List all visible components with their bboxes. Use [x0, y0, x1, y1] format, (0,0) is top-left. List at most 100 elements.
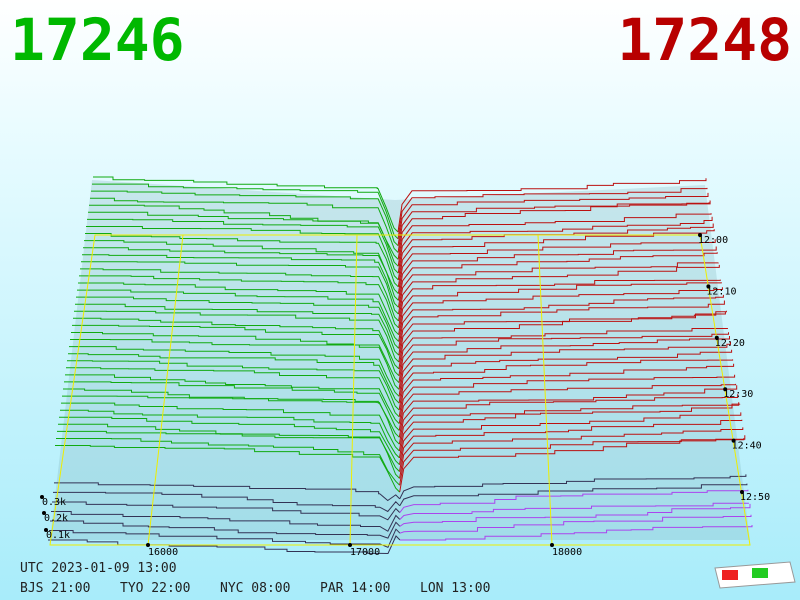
price-grid — [537, 234, 553, 546]
clock: BJS 21:00 — [20, 581, 90, 596]
ask-depth-line — [397, 213, 712, 267]
ask-depth-line — [398, 294, 724, 349]
ask-depth-line — [399, 503, 751, 527]
bid-depth-line — [77, 289, 400, 342]
ask-depth-line — [397, 187, 708, 239]
clock: TYO 22:00 — [120, 581, 190, 596]
ask-depth-line — [397, 192, 709, 246]
ask-depth-line — [398, 328, 728, 376]
bid-depth-line — [89, 204, 399, 260]
price-grid — [349, 234, 358, 546]
price-label: 17000 — [350, 547, 380, 558]
bid-depth-line — [73, 317, 400, 370]
ask-depth-line — [398, 264, 720, 322]
clock: PAR 14:00 — [320, 581, 390, 596]
bid-depth-line — [74, 310, 400, 363]
ask-depth-line — [397, 252, 718, 308]
ask-depth-line — [399, 474, 747, 500]
price-label: 16000 — [148, 547, 178, 558]
bid-price: 17246 — [10, 6, 185, 74]
ask-depth-line — [398, 282, 722, 335]
bid-depth-line — [54, 482, 401, 502]
ask-depth-line — [398, 262, 719, 315]
ask-depth-line — [398, 394, 739, 445]
ask-depth-line — [398, 341, 731, 397]
ask-depth-line — [399, 514, 752, 534]
ask-depth-line — [398, 300, 725, 356]
tick-dot — [714, 335, 719, 340]
bid-depth-line — [85, 233, 399, 288]
bid-depth-line — [80, 268, 399, 322]
ask-depth-line — [398, 383, 737, 431]
ask-depth-line — [398, 279, 721, 328]
bid-depth-line — [53, 491, 401, 513]
tick-dot — [740, 490, 744, 494]
bid-depth-line — [72, 324, 400, 377]
time-label: 12:50 — [740, 492, 770, 503]
bid-depth-line — [91, 190, 399, 247]
bid-depth-line — [63, 388, 400, 438]
bid-depth-line — [81, 261, 399, 315]
bid-depth-line — [76, 296, 400, 349]
bid-depth-line — [88, 211, 399, 267]
bid-depth-line — [78, 282, 400, 336]
bid-depth-line — [66, 367, 400, 418]
bid-depth-line — [68, 353, 400, 404]
tick-dot — [42, 511, 46, 515]
ask-depth-line — [398, 402, 740, 452]
ask-depth-line — [397, 216, 713, 274]
ask-depth-line — [398, 363, 735, 417]
bid-depth-line — [87, 218, 399, 274]
tick-dot — [731, 438, 736, 443]
time-label: 12:30 — [723, 389, 753, 400]
bid-depth-line — [79, 275, 399, 329]
bid-depth-line — [59, 416, 400, 466]
bid-depth-line — [86, 226, 399, 281]
price-grid — [147, 234, 184, 546]
ask-depth-line — [399, 427, 744, 479]
ask-depth-line — [399, 489, 749, 513]
bid-depth-line — [82, 254, 399, 308]
tick-dot — [698, 233, 702, 237]
bid-depth-line — [64, 381, 400, 431]
ask-depth-line — [399, 412, 742, 465]
clock: NYC 08:00 — [220, 581, 290, 596]
tick-dot — [348, 543, 352, 547]
ask-depth-line — [397, 229, 715, 287]
time-label: 12:40 — [732, 441, 762, 452]
bid-depth-line — [93, 176, 399, 233]
bid-depth-line — [71, 332, 400, 383]
bid-depth-line — [49, 528, 401, 548]
bid-depth-line — [55, 445, 401, 493]
bid-depth-line — [48, 535, 401, 555]
depth-label: 0.1k — [46, 530, 70, 541]
ask-depth-line — [399, 483, 748, 507]
tick-dot — [40, 495, 44, 499]
bid-depth-line — [70, 339, 400, 390]
ask-depth-line — [398, 374, 736, 424]
time-label: 12:10 — [706, 286, 736, 297]
ask-depth-line — [398, 385, 738, 438]
depth-curves — [48, 176, 753, 555]
bid-depth-line — [75, 303, 400, 356]
tick-dot — [550, 543, 554, 547]
bid-depth-line — [58, 423, 400, 472]
bid-depth-line — [65, 374, 400, 424]
bid-depth-line — [84, 240, 399, 294]
bid-depth-line — [61, 402, 400, 452]
ask-depth-line — [398, 332, 729, 383]
bid-depth-line — [90, 197, 399, 253]
tick-dot — [706, 284, 711, 289]
ask-depth-line — [398, 336, 730, 390]
bid-depth-line — [56, 438, 400, 486]
bid-depth-line — [52, 501, 401, 521]
ask-depth-line — [400, 525, 753, 541]
depth-label: 0.2k — [44, 513, 68, 524]
ask-depth-line — [399, 435, 746, 493]
tick-dot — [146, 543, 150, 547]
time-label: 12:00 — [698, 235, 728, 246]
ask-depth-line — [398, 349, 733, 404]
bid-depth-line — [67, 360, 400, 411]
ask-depth-line — [397, 178, 707, 233]
